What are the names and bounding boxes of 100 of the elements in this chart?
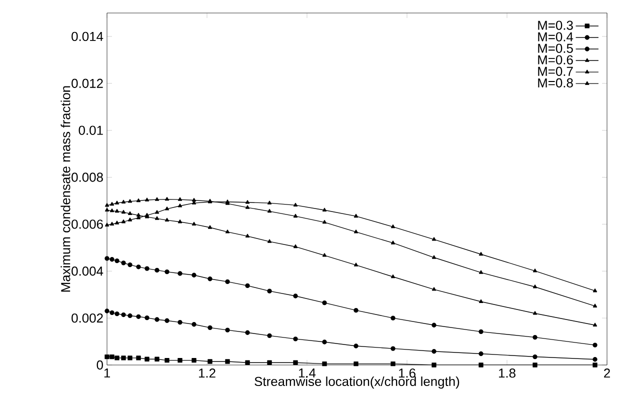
point [104,222,110,226]
point [164,358,170,363]
point [432,362,436,368]
point [532,284,538,288]
point [592,357,598,362]
point [390,240,396,244]
point [592,362,598,368]
x-tick-label: 1.4 [298,368,316,378]
point [121,210,126,214]
point [432,237,436,241]
point [144,198,150,202]
point [154,268,160,273]
point [121,312,126,318]
point [178,358,182,363]
point [354,361,358,366]
x-tick-label: 2 [604,368,610,378]
point [208,276,212,282]
point [114,208,120,213]
point [322,220,327,224]
legend-label: M=0.6 [538,55,573,64]
point [322,340,327,344]
point [267,200,272,204]
point [121,200,126,204]
point [245,360,250,365]
point [245,200,250,204]
y-tick-label: 0 [96,360,103,370]
y-tick-label: 0.014 [72,32,104,42]
point [354,344,358,348]
point [592,288,598,292]
point [128,211,132,215]
x-tick-label: 1.6 [398,368,416,378]
point [293,214,298,218]
point [354,230,358,234]
point [164,318,170,323]
point [225,359,230,364]
legend-label: M=0.8 [538,78,573,88]
y-tick-label: 0.006 [72,220,103,229]
point [192,222,196,226]
point [478,270,484,274]
point [104,208,110,212]
point [114,258,120,264]
point [136,314,141,319]
point [154,356,160,362]
y-axis-title: Maximum condensate mass fraction [60,86,70,292]
point [136,356,141,360]
y-tick-label: 0.008 [72,172,103,182]
point [478,299,484,303]
point [178,197,182,201]
point [114,200,120,204]
point [322,300,327,306]
point [110,222,114,226]
point [208,225,212,229]
point [114,312,120,316]
point [267,288,272,294]
point [354,262,358,266]
point [121,260,126,266]
point [245,234,250,238]
point [110,202,114,206]
point [354,308,358,313]
y-tick-label: 0.004 [72,266,104,276]
point [154,210,160,214]
point [110,257,114,262]
point [121,220,126,224]
point [432,322,436,328]
y-tick-label: 0.01 [78,126,103,135]
point [478,362,484,368]
point [121,356,126,360]
point [532,268,538,272]
legend-label: M=0.4 [538,32,574,42]
point [154,197,160,201]
y-tick-label: 0.012 [72,78,103,88]
point [322,253,327,257]
point [390,224,396,228]
point [592,322,598,326]
point [128,356,132,360]
point [267,333,272,338]
point [245,205,250,209]
point [128,262,132,268]
point [144,315,150,320]
point [478,329,484,334]
point [432,255,436,259]
point [390,316,396,320]
point [192,358,196,363]
point [478,351,484,356]
point [532,354,538,360]
point [192,198,196,202]
x-axis-title: Streamwise location(x/chord length) [254,376,460,389]
point [532,311,538,315]
point [164,196,170,201]
point [478,252,484,256]
point [114,220,120,224]
point [128,199,132,203]
point [208,359,212,364]
x-tick-label: 1.2 [198,368,216,378]
point [293,202,298,207]
point [225,230,230,234]
y-tick-label: 0.002 [72,313,103,323]
point [178,271,182,276]
point [532,362,538,368]
legend-label: M=0.3 [538,20,573,30]
